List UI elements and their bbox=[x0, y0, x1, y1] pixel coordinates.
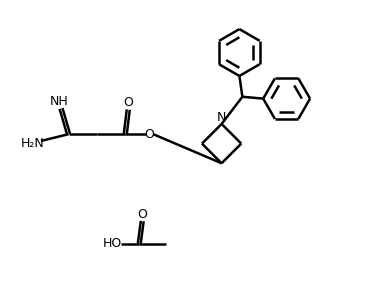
Text: O: O bbox=[144, 128, 154, 141]
Text: N: N bbox=[217, 111, 226, 124]
Text: HO: HO bbox=[102, 237, 122, 250]
Text: NH: NH bbox=[50, 95, 69, 108]
Text: O: O bbox=[123, 96, 133, 109]
Text: O: O bbox=[137, 208, 147, 221]
Text: H₂N: H₂N bbox=[21, 137, 45, 150]
